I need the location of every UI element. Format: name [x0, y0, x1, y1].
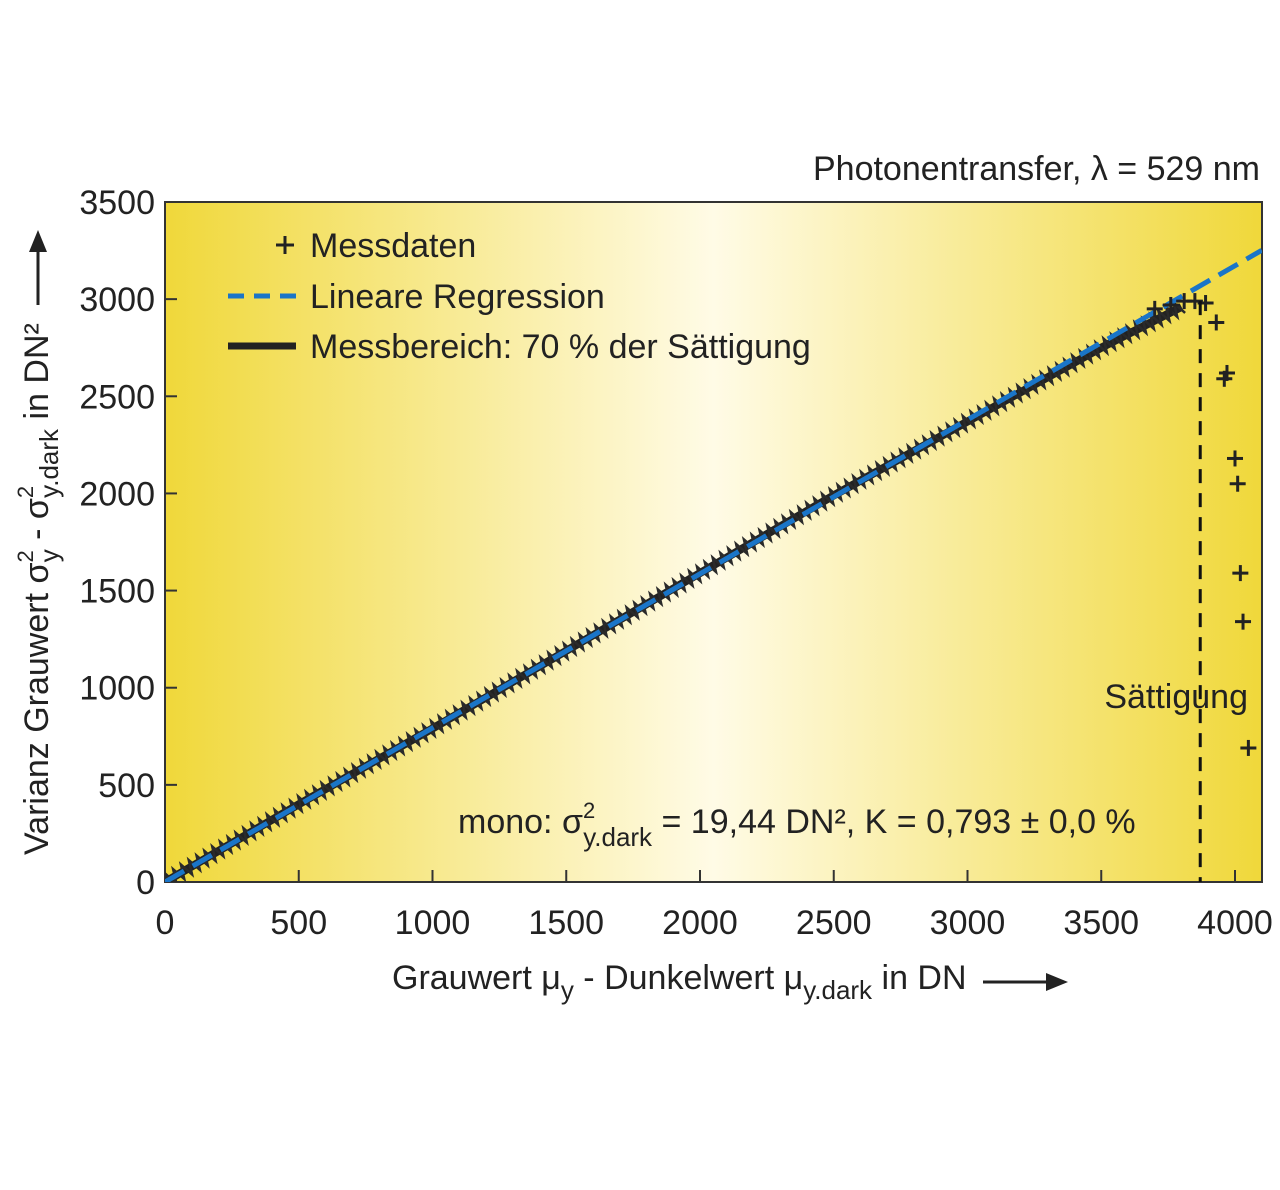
- data-point-5: [1208, 314, 1225, 331]
- y-tick-label-5: 2500: [79, 378, 155, 416]
- y-label-part-4: - σ: [18, 498, 56, 549]
- regression-line: [165, 248, 1262, 882]
- x-label-part-3: - Dunkelwert μ: [574, 959, 803, 997]
- x-tick-label-3: 1500: [528, 904, 604, 942]
- x-label-part-5: in DN: [872, 959, 966, 997]
- y-tick-label-1: 500: [98, 767, 155, 805]
- data-point-12: [1240, 739, 1257, 756]
- y-tick-label-7: 3500: [79, 184, 155, 222]
- y-tick-label-3: 1500: [79, 573, 155, 611]
- regression-line-group: [165, 248, 1262, 882]
- x-tick-label-4: 2000: [662, 904, 738, 942]
- formula-sub: y.dark: [583, 822, 653, 852]
- formula-sup: 2: [583, 798, 595, 823]
- legend-label-range: Messbereich: 70 % der Sättigung: [310, 328, 811, 366]
- data-point-10: [1232, 565, 1249, 582]
- plot-background: [164, 201, 1263, 883]
- chart-title: Photonentransfer, λ = 529 nm: [813, 150, 1260, 188]
- x-tick-label-0: 0: [156, 904, 175, 942]
- data-point-0: [1146, 300, 1163, 317]
- saturation-label: Sättigung: [1104, 678, 1248, 716]
- x-tick-label-6: 3000: [930, 904, 1006, 942]
- y-label-part-6: y.dark: [34, 428, 64, 498]
- legend-label-messdaten: Messdaten: [310, 227, 476, 265]
- data-point-11: [1235, 613, 1252, 630]
- y-tick-label-4: 2000: [79, 475, 155, 513]
- y-tick-label-0: 0: [136, 864, 155, 902]
- y-label-part-7: in DN²: [18, 323, 56, 429]
- formula-annotation: mono: σ2 y.dark = 19,44 DN², K = 0,793 ± …: [458, 798, 1136, 852]
- formula-suffix: = 19,44 DN², K = 0,793 ± 0,0 %: [652, 803, 1136, 841]
- x-axis-label: Grauwert μy - Dunkelwert μy.dark in DN: [392, 959, 967, 1005]
- y-tick-label-2: 1000: [79, 670, 155, 708]
- data-point-8: [1227, 450, 1243, 467]
- y-label-part-5: 2: [13, 486, 38, 498]
- data-point-7: [1218, 364, 1235, 381]
- y-label-part-1: Varianz Grauwert σ: [18, 563, 56, 855]
- y-tick-label-6: 3000: [79, 281, 155, 319]
- x-axis-arrow: [983, 973, 1068, 991]
- y-label-part-2: 2: [13, 550, 38, 562]
- legend: Messdaten Lineare Regression Messbereich…: [228, 227, 811, 366]
- x-label-part-1: Grauwert μ: [392, 959, 561, 997]
- x-tick-label-2: 1000: [395, 904, 471, 942]
- data-point-1: [1162, 296, 1179, 313]
- x-tick-label-8: 4000: [1197, 904, 1273, 942]
- x-tick-label-7: 3500: [1063, 904, 1139, 942]
- formula-prefix: mono: σ: [458, 803, 583, 841]
- x-tick-label-1: 500: [270, 904, 327, 942]
- legend-label-regression: Lineare Regression: [310, 278, 605, 316]
- y-axis-ticks: 0 500 1000 1500 2000 2500 3000 3500: [79, 184, 177, 902]
- x-axis-ticks: 0 500 1000 1500 2000 2500 3000 3500 4000: [156, 870, 1273, 942]
- data-point-9: [1229, 475, 1246, 492]
- y-axis-label: Varianz Grauwert σ2y - σ2y.dark in DN²: [13, 323, 64, 855]
- x-label-part-4: y.dark: [803, 975, 873, 1005]
- x-label-part-2: y: [561, 975, 574, 1005]
- x-tick-label-5: 2500: [796, 904, 872, 942]
- y-label-part-3: y: [34, 549, 64, 562]
- y-axis-arrow: [29, 230, 47, 305]
